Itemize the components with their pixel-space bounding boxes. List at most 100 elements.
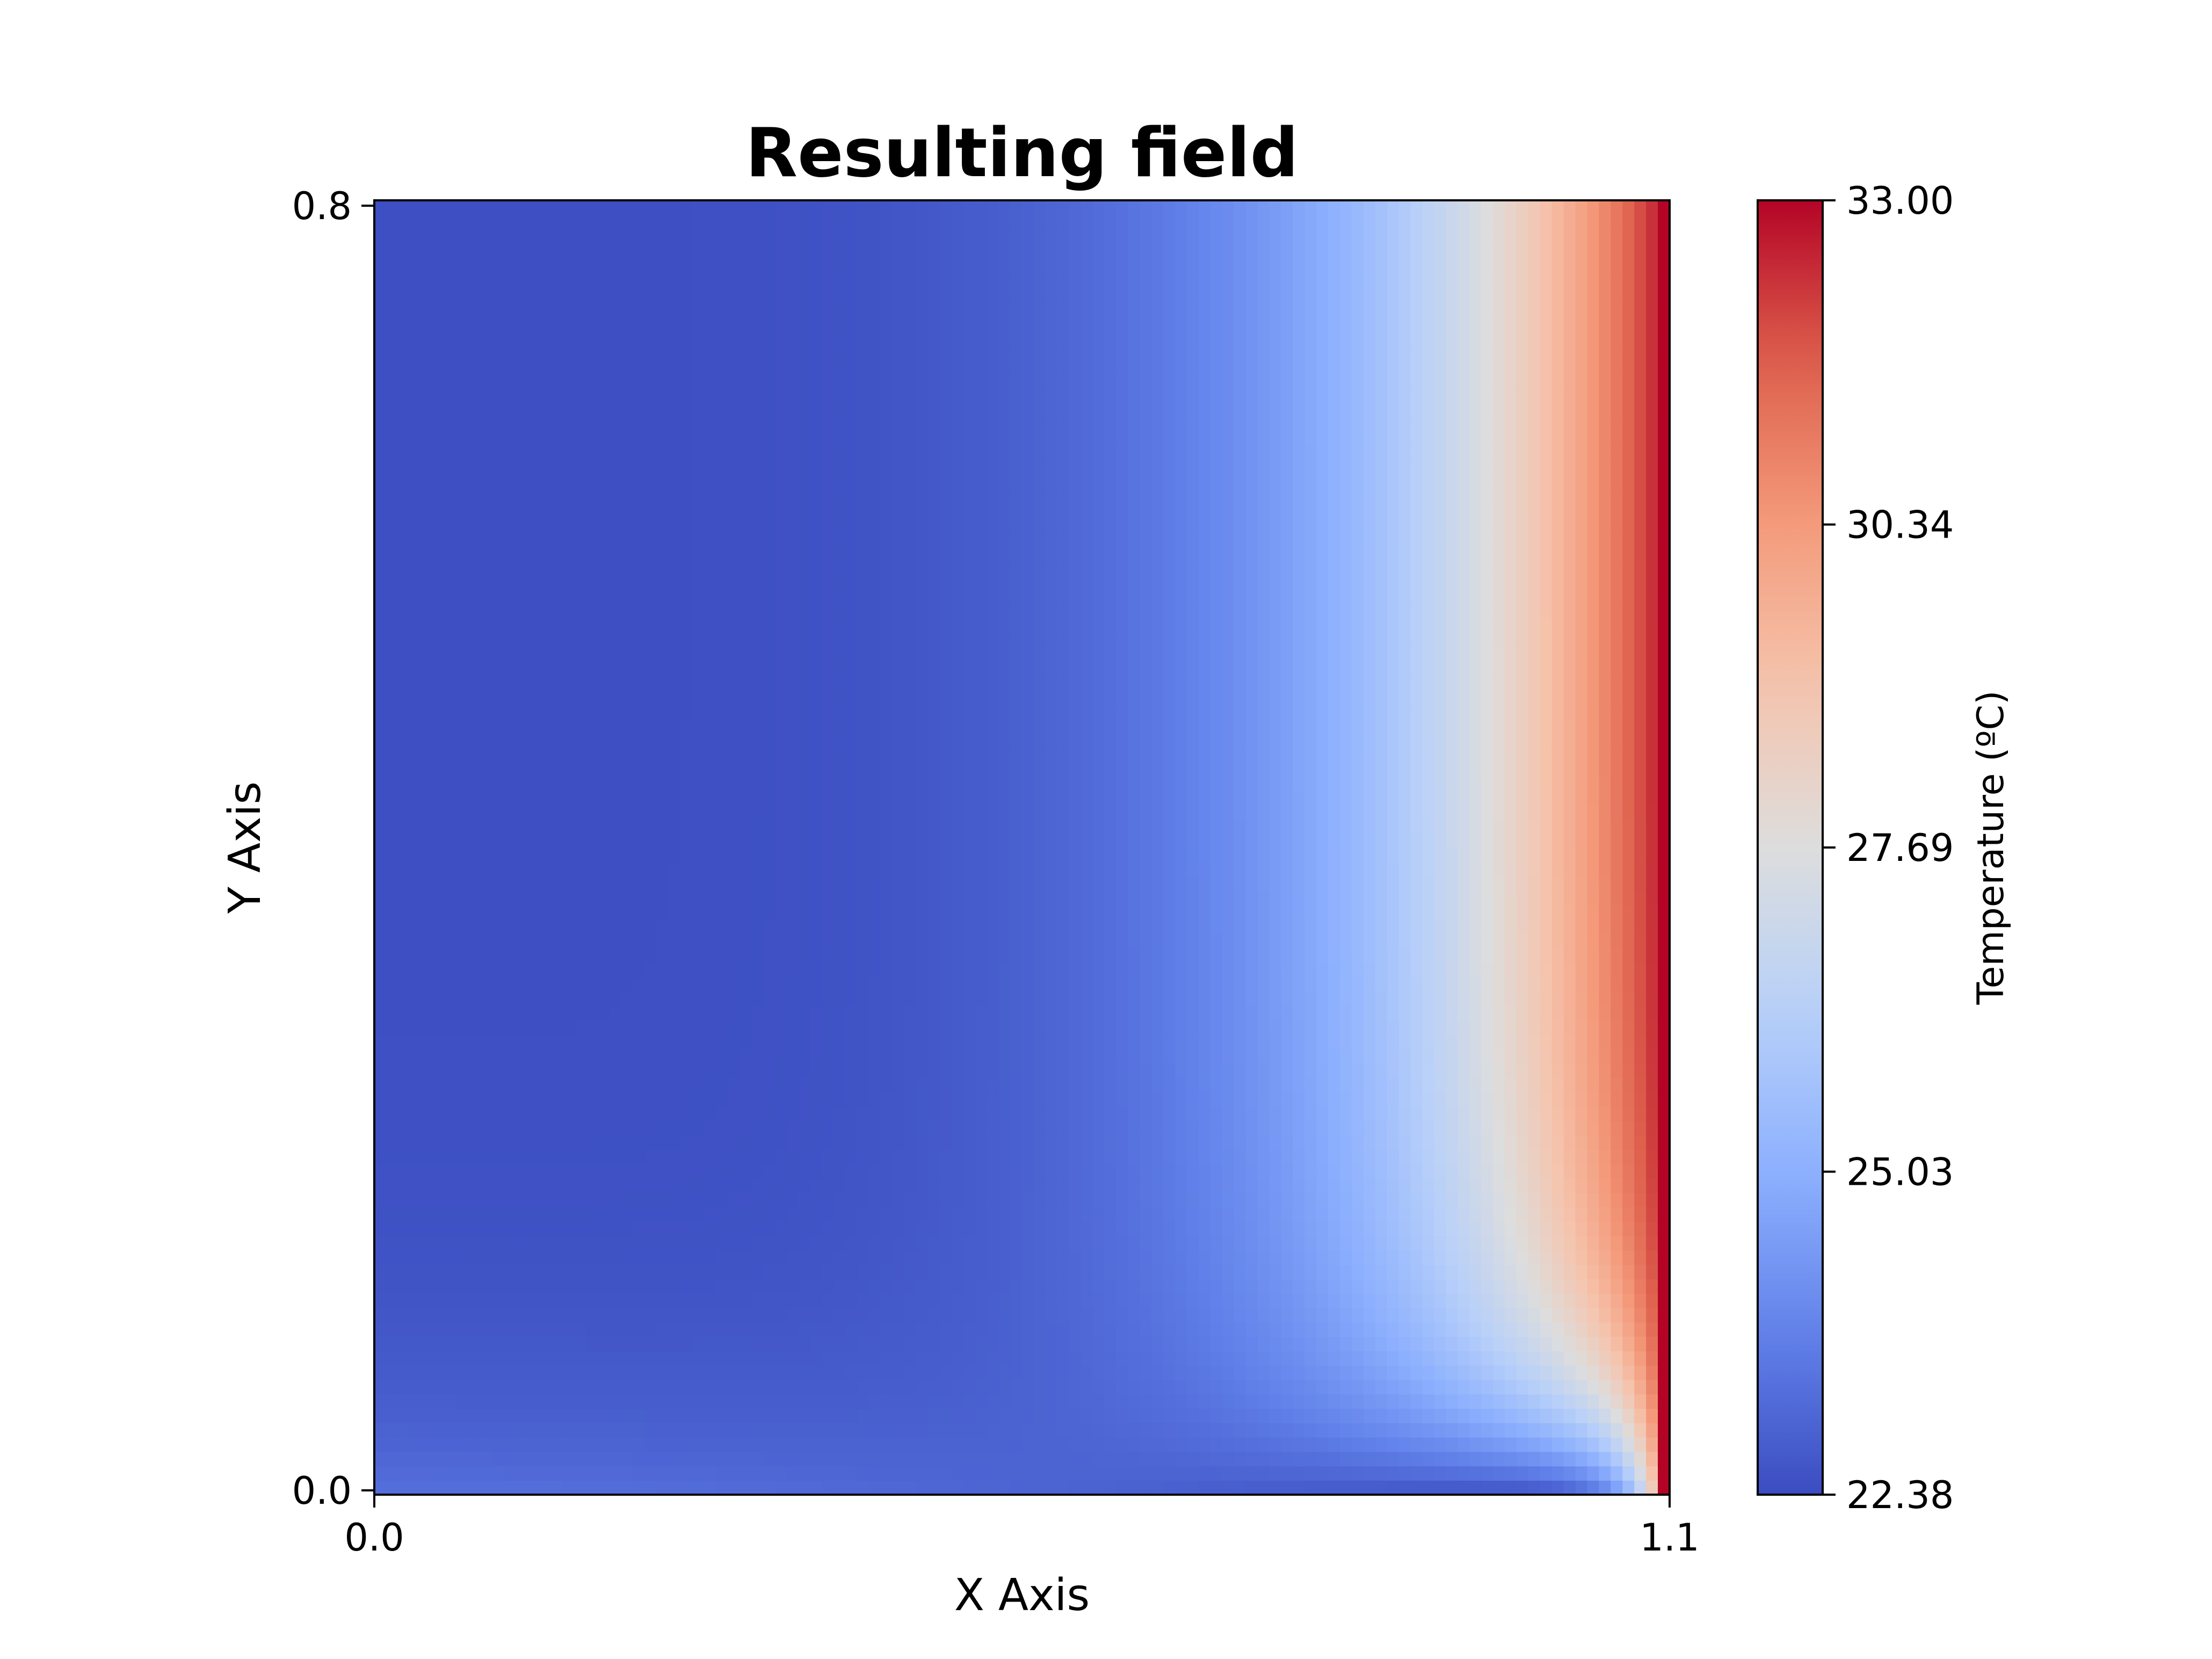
heatmap-cell <box>1022 1394 1034 1409</box>
heatmap-cell <box>445 517 458 532</box>
heatmap-cell <box>386 1048 398 1064</box>
heatmap-cell <box>880 243 893 258</box>
heatmap-cell <box>786 1092 799 1107</box>
heatmap-cell <box>598 1149 611 1164</box>
heatmap-cell <box>857 445 869 460</box>
heatmap-cell <box>739 301 752 316</box>
heatmap-cell <box>468 1394 481 1409</box>
heatmap-cell <box>421 1034 434 1049</box>
heatmap-cell <box>739 632 752 647</box>
heatmap-cell <box>810 589 823 604</box>
heatmap-cell <box>704 1394 716 1409</box>
heatmap-cell <box>892 517 905 532</box>
heatmap-cell <box>539 1480 552 1495</box>
heatmap-cell <box>727 589 740 604</box>
heatmap-cell <box>880 589 893 604</box>
heatmap-cell <box>763 1178 775 1193</box>
heatmap-cell <box>504 847 516 863</box>
heatmap-cell <box>751 214 764 230</box>
heatmap-cell <box>657 962 669 977</box>
heatmap-cell <box>669 890 681 905</box>
heatmap-cell <box>621 517 634 532</box>
heatmap-cell <box>468 704 481 719</box>
heatmap-cell <box>739 445 752 460</box>
heatmap-cell <box>386 301 398 316</box>
heatmap-cell <box>810 574 823 589</box>
heatmap-cell <box>833 718 846 733</box>
heatmap-cell <box>468 387 481 402</box>
heatmap-cell <box>951 1408 964 1423</box>
heatmap-cell <box>468 401 481 417</box>
heatmap-cell <box>492 258 504 273</box>
heatmap-cell <box>727 430 740 446</box>
heatmap-cell <box>598 286 611 302</box>
heatmap-cell <box>845 531 858 546</box>
heatmap-cell <box>904 1149 917 1164</box>
heatmap-cell <box>645 1048 658 1064</box>
heatmap-cell <box>409 301 422 316</box>
heatmap-cell <box>727 574 740 589</box>
heatmap-cell <box>492 962 504 977</box>
heatmap-cell <box>727 776 740 791</box>
heatmap-cell <box>574 818 587 834</box>
heatmap-cell <box>857 1164 869 1179</box>
heatmap-cell <box>751 531 764 546</box>
heatmap-cell <box>833 1351 846 1366</box>
heatmap-cell <box>456 200 469 215</box>
heatmap-cell <box>492 1048 504 1064</box>
heatmap-cell <box>516 876 528 892</box>
heatmap-cell <box>774 1135 787 1150</box>
heatmap-cell <box>421 1451 434 1467</box>
heatmap-cell <box>421 977 434 992</box>
heatmap-cell <box>975 214 988 230</box>
heatmap-cell <box>751 1408 764 1423</box>
heatmap-cell <box>1022 977 1034 992</box>
heatmap-cell <box>598 315 611 330</box>
heatmap-cell <box>715 1293 728 1308</box>
heatmap-cell <box>739 1063 752 1078</box>
heatmap-cell <box>527 962 540 977</box>
heatmap-cell <box>598 1192 611 1208</box>
heatmap-cell <box>397 1120 410 1136</box>
heatmap-cell <box>409 1336 422 1352</box>
heatmap-cell <box>657 1106 669 1121</box>
heatmap-cell <box>880 617 893 633</box>
heatmap-cell <box>445 1322 458 1337</box>
heatmap-cell <box>1022 1336 1034 1352</box>
heatmap-cell <box>774 833 787 848</box>
heatmap-cell <box>386 531 398 546</box>
heatmap-cell <box>421 919 434 934</box>
heatmap-cell <box>657 272 669 287</box>
heatmap-cell <box>833 675 846 690</box>
heatmap-cell <box>598 1365 611 1380</box>
heatmap-cell <box>798 330 811 345</box>
heatmap-cell <box>610 704 622 719</box>
heatmap-cell <box>1022 905 1034 920</box>
heatmap-cell <box>456 933 469 949</box>
heatmap-cell <box>857 1451 869 1467</box>
heatmap-cell <box>798 214 811 230</box>
heatmap-cell <box>857 1307 869 1323</box>
heatmap-cell <box>409 1466 422 1481</box>
heatmap-cell <box>916 1149 929 1164</box>
heatmap-cell <box>610 545 622 561</box>
heatmap-cell <box>504 1336 516 1352</box>
heatmap-cell <box>786 1063 799 1078</box>
heatmap-cell <box>763 1394 775 1409</box>
heatmap-cell <box>963 1379 976 1395</box>
heatmap-cell <box>951 488 964 503</box>
heatmap-cell <box>751 1120 764 1136</box>
heatmap-cell <box>374 804 387 820</box>
heatmap-cell <box>727 646 740 661</box>
heatmap-cell <box>951 574 964 589</box>
heatmap-cell <box>927 1164 940 1179</box>
heatmap-cell <box>374 229 387 244</box>
heatmap-cell <box>868 1005 881 1021</box>
heatmap-cell <box>868 459 881 474</box>
heatmap-cell <box>539 243 552 258</box>
heatmap-cell <box>975 1336 988 1352</box>
heatmap-cell <box>445 387 458 402</box>
heatmap-cell <box>998 1307 1011 1323</box>
heatmap-cell <box>669 445 681 460</box>
heatmap-cell <box>621 387 634 402</box>
